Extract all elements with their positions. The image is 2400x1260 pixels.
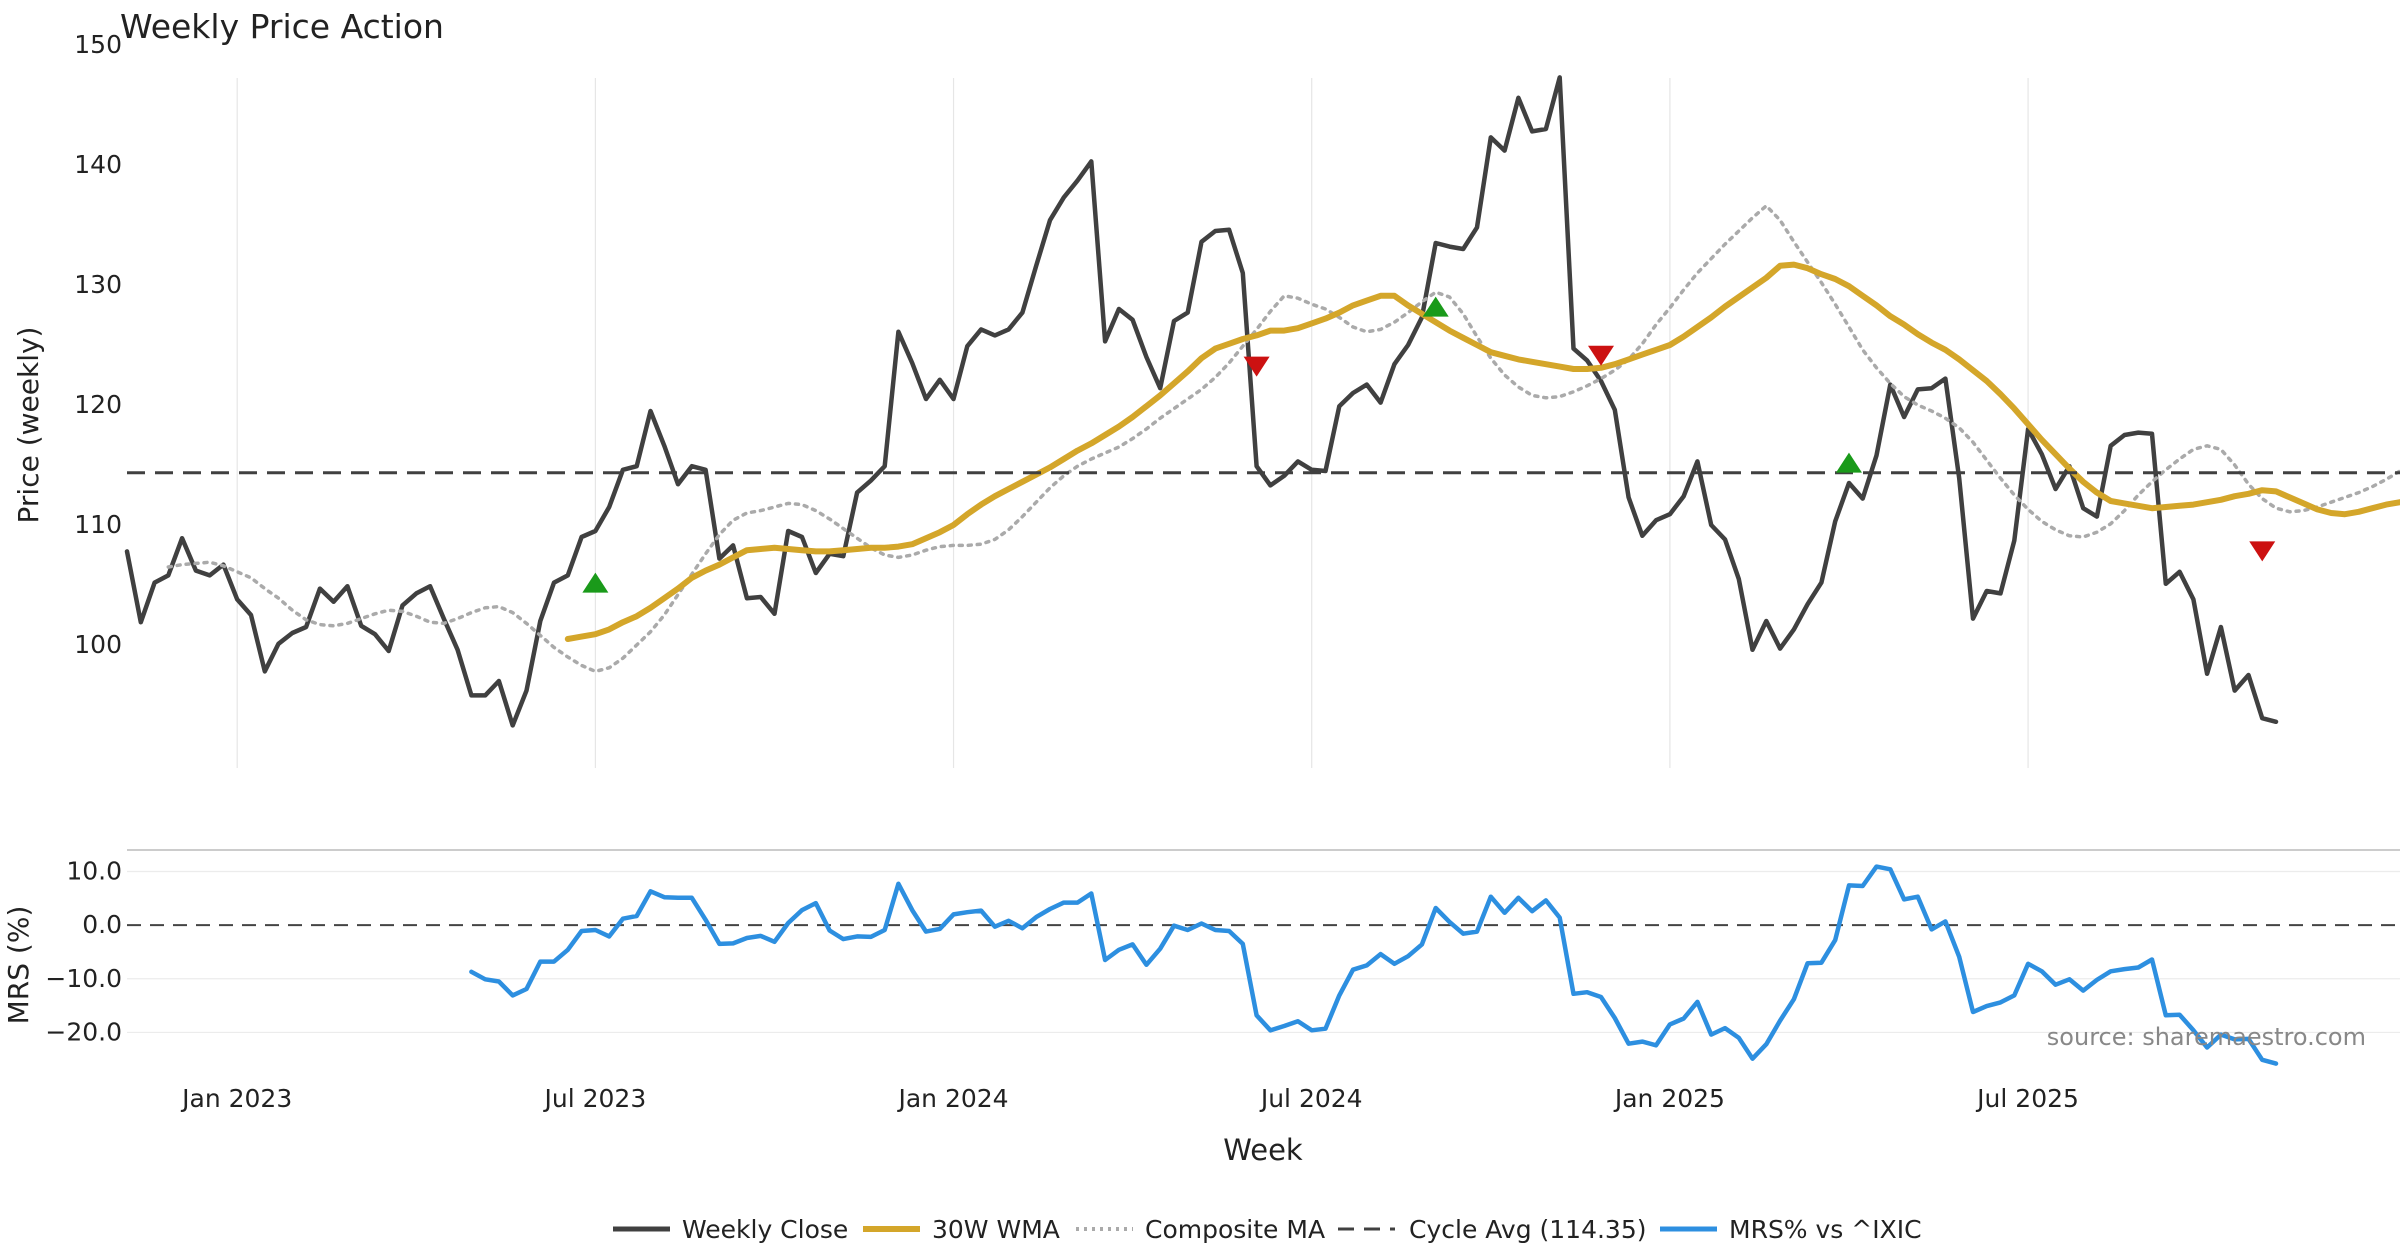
- x-tick-label: Jul 2023: [543, 1084, 647, 1113]
- x-tick-label: Jan 2025: [1613, 1084, 1725, 1113]
- legend-label-composite-ma: Composite MA: [1145, 1215, 1325, 1244]
- mrs-lines: [469, 864, 2279, 1066]
- price-y-tick-label: 100: [74, 630, 122, 659]
- price-panel: 100 110 120 130 140 150 Price (weekly): [12, 30, 2400, 768]
- x-tick-label: Jul 2025: [1975, 1084, 2079, 1113]
- mrs-y-ticks: 10.0 0.0 −10.0 −20.0: [45, 856, 122, 1046]
- price-y-ticks: 100 110 120 130 140 150: [74, 30, 122, 659]
- x-tick-label: Jan 2023: [180, 1084, 292, 1113]
- mrs-panel: 10.0 0.0 −10.0 −20.0 MRS (%) source: sharem…: [2, 849, 2400, 1066]
- chart-title: Weekly Price Action: [120, 7, 444, 46]
- legend-label-30w-wma: 30W WMA: [932, 1215, 1060, 1244]
- legend-label-cycle-avg: Cycle Avg (114.35): [1409, 1215, 1647, 1244]
- source-label: source: sharemaestro.com: [2047, 1023, 2366, 1051]
- mrs-y-tick-label: −10.0: [45, 964, 122, 993]
- price-y-tick-label: 130: [74, 270, 122, 299]
- mrs-y-tick-label: 10.0: [66, 856, 122, 885]
- legend-item-mrs: MRS% vs ^IXIC: [1660, 1215, 1922, 1244]
- buy-signal-marker: [1835, 452, 1862, 473]
- legend-item-30w-wma: 30W WMA: [863, 1215, 1060, 1244]
- x-tick-label: Jan 2024: [896, 1084, 1008, 1113]
- series-line-weekly-close: [124, 75, 2279, 728]
- legend-label-mrs: MRS% vs ^IXIC: [1729, 1215, 1922, 1244]
- price-signals: [582, 296, 2276, 593]
- mrs-y-tick-label: −20.0: [45, 1017, 122, 1046]
- legend-item-weekly-close: Weekly Close: [613, 1215, 848, 1244]
- price-y-label: Price (weekly): [12, 327, 45, 524]
- legend-label-weekly-close: Weekly Close: [682, 1215, 848, 1244]
- price-y-tick-label: 150: [74, 30, 122, 59]
- legend-item-composite-ma: Composite MA: [1076, 1215, 1325, 1244]
- series-line-30w-wma: [564, 261, 2400, 642]
- x-tick-label: Jul 2024: [1259, 1084, 1363, 1113]
- x-axis-label: Week: [1223, 1133, 1303, 1167]
- buy-signal-marker: [582, 572, 609, 593]
- series-line-composite-ma: [166, 204, 2400, 674]
- x-axis-ticks: Jan 2023 Jul 2023 Jan 2024 Jul 2024 Jan 2025…: [180, 1084, 2079, 1113]
- legend-item-cycle-avg: Cycle Avg (114.35): [1338, 1215, 1647, 1244]
- mrs-y-label: MRS (%): [2, 906, 35, 1025]
- mrs-y-tick-label: 0.0: [82, 910, 122, 939]
- series-line-mrs: [469, 864, 2279, 1066]
- sell-signal-marker: [1588, 345, 1615, 366]
- sell-signal-marker: [1243, 356, 1270, 377]
- price-lines: [124, 75, 2400, 728]
- sell-signal-marker: [2249, 541, 2276, 562]
- price-y-tick-label: 120: [74, 390, 122, 419]
- price-y-tick-label: 110: [74, 510, 122, 539]
- price-y-tick-label: 140: [74, 150, 122, 179]
- legend: Weekly Close 30W WMA Composite MA Cycle …: [613, 1215, 1922, 1244]
- buy-signal-marker: [1422, 296, 1449, 317]
